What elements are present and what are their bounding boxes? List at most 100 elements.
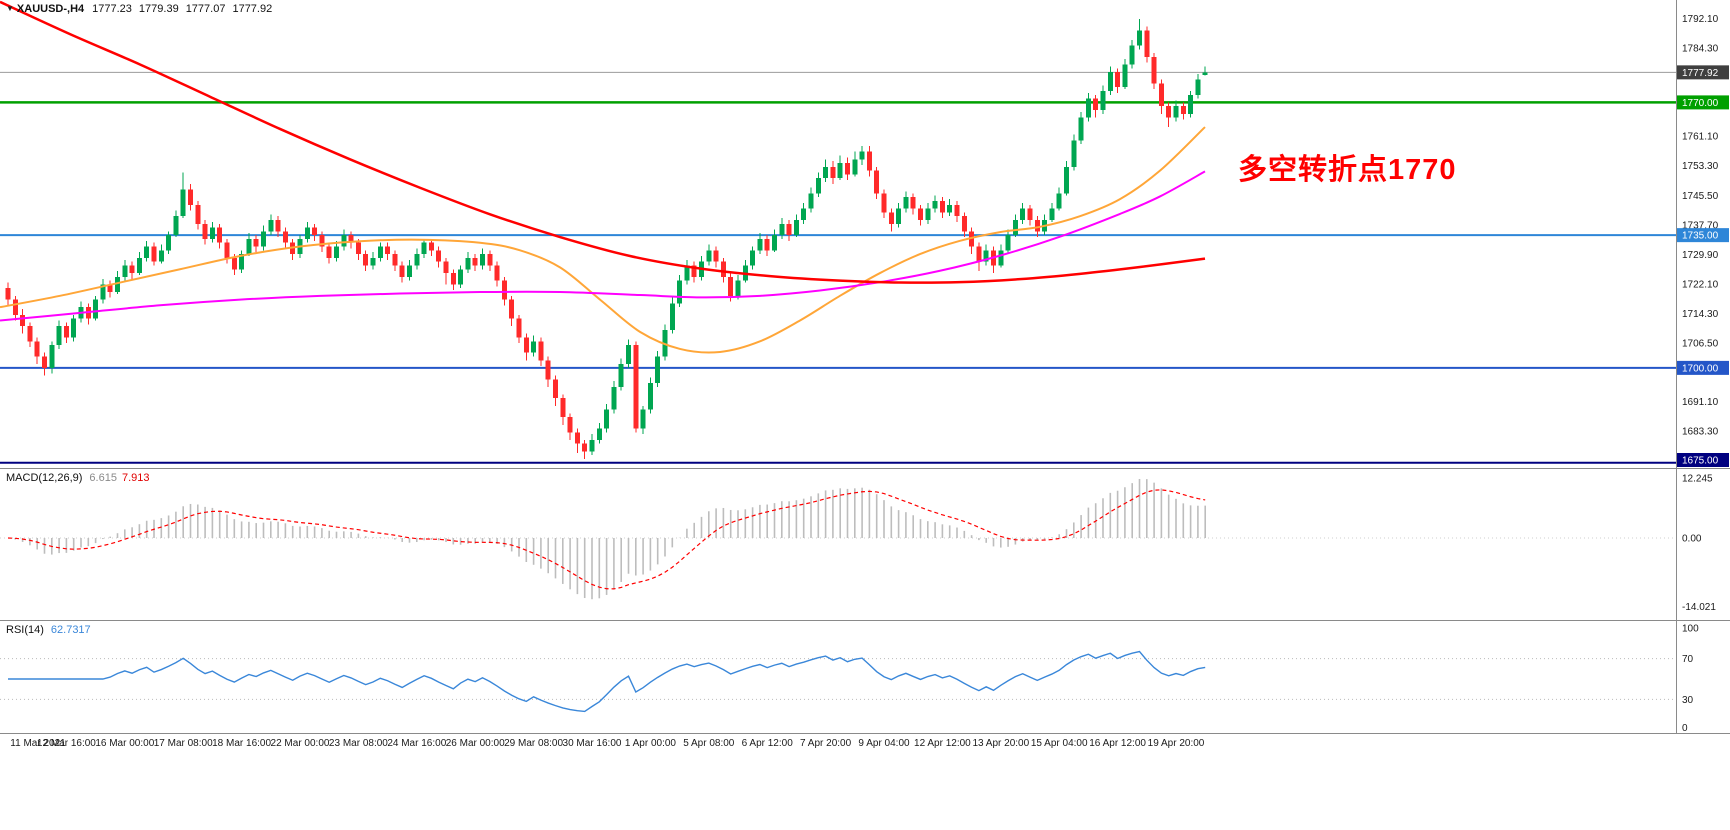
candle-body bbox=[888, 212, 894, 224]
candle-body bbox=[63, 326, 69, 338]
candle-body bbox=[772, 235, 777, 251]
candle-body bbox=[1049, 208, 1055, 220]
candle-body bbox=[465, 257, 471, 270]
price-tick-label: 1714.30 bbox=[1682, 309, 1719, 320]
candle-body bbox=[100, 284, 106, 300]
candle-body bbox=[27, 326, 33, 342]
rsi-value: 62.7317 bbox=[50, 624, 91, 636]
candle-body bbox=[786, 223, 792, 236]
price-tag-1675.00 bbox=[1677, 453, 1729, 467]
candle-body bbox=[918, 208, 923, 220]
candle-body bbox=[443, 261, 449, 274]
macd-axis-label: 0.00 bbox=[1682, 534, 1702, 545]
candle-body bbox=[728, 276, 734, 296]
candle-body bbox=[815, 178, 821, 194]
candle-body bbox=[567, 417, 573, 433]
candle-body bbox=[1093, 98, 1099, 110]
candle-body bbox=[706, 250, 712, 262]
time-axis-label: 7 Apr 20:00 bbox=[800, 738, 852, 749]
candle-body bbox=[173, 216, 179, 236]
candle-body bbox=[42, 356, 47, 368]
candle-body bbox=[1144, 30, 1150, 57]
time-axis-label: 18 Mar 16:00 bbox=[212, 738, 271, 749]
candle-body bbox=[348, 235, 354, 243]
candle-body bbox=[1034, 219, 1040, 232]
candle-body bbox=[582, 443, 588, 452]
candle-body bbox=[1122, 64, 1128, 88]
candle-body bbox=[246, 238, 252, 255]
time-axis-label: 30 Mar 16:00 bbox=[563, 738, 622, 749]
macd-name: MACD(12,26,9) bbox=[6, 472, 83, 484]
candle-body bbox=[647, 383, 653, 410]
candle-body bbox=[866, 151, 872, 171]
symbol-dropdown-icon[interactable]: ▼ bbox=[6, 4, 14, 13]
candle-body bbox=[1012, 219, 1018, 236]
candle-body bbox=[1056, 193, 1062, 209]
candle-body bbox=[516, 318, 522, 338]
annotation-text[interactable]: 多空转折点1770 bbox=[1238, 154, 1457, 186]
price-tag-label: 1770.00 bbox=[1682, 98, 1719, 109]
price-tag-1770.00 bbox=[1677, 95, 1729, 110]
price-tag-1700.00 bbox=[1677, 360, 1729, 375]
candle-body bbox=[224, 242, 230, 258]
candle-body bbox=[1173, 106, 1179, 118]
price-tick-label: 1683.30 bbox=[1682, 427, 1719, 438]
candle-body bbox=[1071, 140, 1077, 167]
candle-body bbox=[939, 201, 945, 213]
candle-body bbox=[436, 250, 442, 262]
candle-body bbox=[808, 193, 814, 209]
candle-body bbox=[304, 227, 310, 239]
candle-body bbox=[633, 345, 639, 429]
candle-body bbox=[20, 314, 26, 327]
ohlc-close-value: 1777.92 bbox=[232, 3, 273, 15]
candle-body bbox=[421, 242, 427, 255]
time-axis-label: 13 Apr 20:00 bbox=[972, 738, 1029, 749]
candle-body bbox=[334, 246, 339, 258]
candle-body bbox=[1180, 106, 1186, 114]
candle-body bbox=[1195, 79, 1201, 95]
time-axis-label: 16 Mar 00:00 bbox=[95, 738, 154, 749]
candle-body bbox=[523, 337, 529, 353]
candle-body bbox=[312, 227, 318, 236]
candle-body bbox=[1027, 208, 1033, 220]
candle-body bbox=[509, 299, 515, 319]
candle-body bbox=[1100, 91, 1106, 110]
time-axis-label: 22 Mar 00:00 bbox=[271, 738, 330, 749]
candle-body bbox=[480, 254, 485, 266]
candle-body bbox=[677, 280, 683, 304]
candle-body bbox=[531, 341, 537, 353]
candle-body bbox=[71, 318, 77, 338]
macd-axis-label: 12.245 bbox=[1682, 473, 1713, 484]
ma-fast-orange bbox=[0, 126, 1206, 354]
candle-body bbox=[976, 246, 982, 262]
candle-body bbox=[1129, 45, 1135, 65]
candle-body bbox=[954, 204, 960, 217]
price-tag-label: 1700.00 bbox=[1682, 363, 1719, 374]
macd-axis-label: -14.021 bbox=[1682, 602, 1716, 613]
rsi-line bbox=[8, 650, 1206, 713]
candle-body bbox=[1020, 208, 1026, 220]
candle-body bbox=[830, 166, 836, 179]
rsi-axis-label: 100 bbox=[1682, 624, 1699, 635]
candle-body bbox=[961, 216, 967, 232]
candle-body bbox=[1064, 166, 1069, 194]
candle-body bbox=[611, 386, 617, 410]
candle-body bbox=[231, 257, 237, 270]
candle-body bbox=[983, 250, 989, 262]
candle-body bbox=[188, 189, 193, 205]
candle-body bbox=[691, 265, 697, 277]
price-tag-label: 1735.00 bbox=[1682, 231, 1719, 242]
price-axis[interactable]: 1792.10 1784.30 1761.10 1753.30 1745.50 1737.… bbox=[0, 0, 1730, 734]
candle-body bbox=[93, 299, 99, 319]
time-axis-label: 12 Apr 12:00 bbox=[914, 738, 971, 749]
candle-body bbox=[253, 238, 259, 247]
candle-body bbox=[202, 223, 208, 239]
ohlc-low-value: 1777.07 bbox=[185, 3, 226, 15]
ohlc-open-value: 1777.23 bbox=[92, 3, 132, 15]
candle-body bbox=[618, 364, 624, 387]
candle-body bbox=[385, 246, 391, 255]
rsi-axis-label: 0 bbox=[1682, 723, 1688, 734]
candle-body bbox=[56, 326, 62, 346]
